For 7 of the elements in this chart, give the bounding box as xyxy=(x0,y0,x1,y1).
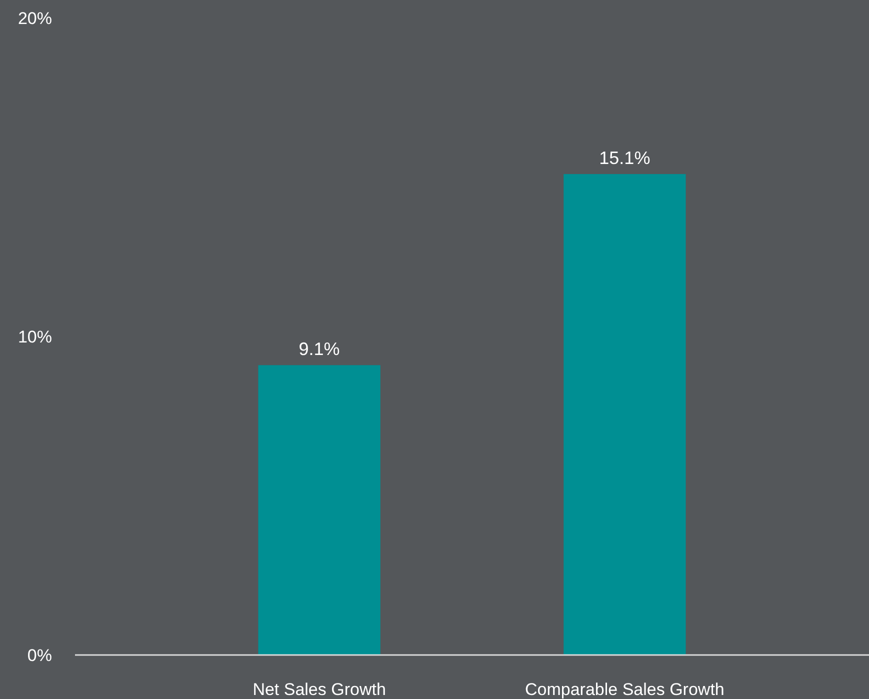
data-label: 15.1% xyxy=(599,148,650,168)
y-tick-label: 0% xyxy=(27,646,52,665)
data-label: 9.1% xyxy=(298,339,340,360)
y-tick-label: 20% xyxy=(18,8,52,28)
x-tick-label: Comparable Sales Growth xyxy=(525,680,724,699)
y-tick-label: 10% xyxy=(18,327,52,346)
x-tick-label: Net Sales Growth xyxy=(252,680,386,699)
